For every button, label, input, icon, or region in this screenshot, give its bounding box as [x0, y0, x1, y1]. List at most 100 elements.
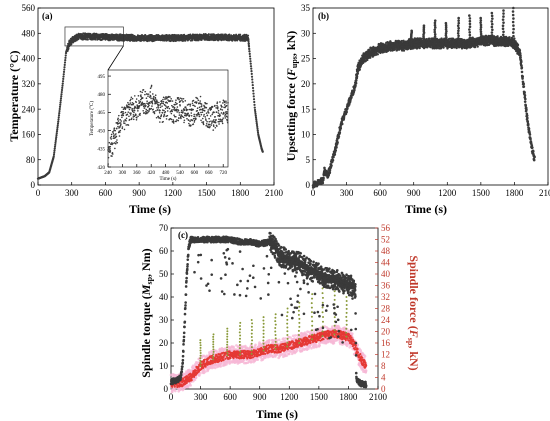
inset-series-point: [176, 111, 178, 113]
inset-series-point: [110, 133, 113, 136]
inset-series-point: [218, 118, 220, 121]
series-point-a: [248, 52, 251, 55]
inset-series-point: [215, 111, 218, 113]
y-axis-a-tick-label: 80: [26, 155, 36, 165]
series-point-a: [251, 84, 254, 87]
series-point-b: [529, 137, 532, 141]
inset-x-axis-tick-label: 300: [119, 171, 127, 176]
series-point-b: [525, 108, 528, 112]
series-point-a: [56, 126, 59, 129]
inset-series-point: [108, 141, 111, 144]
inset-series-point: [226, 121, 229, 124]
inset-series-point: [175, 120, 177, 123]
series-point-a: [253, 106, 256, 109]
inset-series-point: [130, 117, 133, 120]
inset-series-point: [181, 97, 183, 100]
inset-series-point: [175, 99, 177, 101]
series-point-a: [247, 34, 250, 37]
x-axis-a-tick-label: 0: [36, 188, 41, 198]
series-point-a: [249, 60, 252, 63]
inset-series-point: [159, 117, 162, 120]
inset-series-point: [125, 117, 128, 120]
y-axis-b-tick-label: 25: [301, 54, 311, 64]
inset-series-point: [187, 119, 190, 122]
series-point-b: [523, 100, 527, 103]
inset-series-point: [127, 111, 130, 113]
inset-series-point: [193, 115, 196, 118]
y-axis-b-tick-label: 30: [301, 28, 311, 38]
inset-series-point: [203, 113, 205, 116]
series-point-a: [64, 54, 67, 57]
inset-series-point: [173, 106, 176, 109]
inset-series-point: [154, 94, 157, 97]
inset-series-point: [157, 115, 160, 118]
series-point-b: [473, 45, 477, 49]
inset-series-point: [166, 110, 169, 112]
inset-series-point: [156, 106, 158, 109]
inset-series-point: [160, 114, 163, 116]
series-point-a: [249, 62, 252, 65]
inset-series-point: [209, 125, 211, 128]
inset-series-point: [158, 101, 160, 104]
series-point-a: [57, 120, 60, 123]
inset-series-point: [123, 128, 126, 131]
inset-series-point: [224, 115, 226, 117]
inset-series-point: [122, 114, 125, 117]
inset-series-point: [199, 100, 201, 102]
inset-series-point: [156, 100, 158, 103]
inset-series-point: [131, 97, 134, 100]
inset-series-point: [109, 145, 112, 148]
y-axis-title-a: Temperature (°C): [7, 50, 21, 141]
inset-series-point: [204, 116, 207, 118]
inset-series-point: [217, 112, 220, 114]
series-point-a: [54, 137, 58, 141]
inset-series-point: [155, 116, 158, 119]
inset-series-point: [174, 103, 176, 106]
series-point-a: [60, 95, 63, 98]
inset-series-point: [136, 116, 138, 119]
inset-series-point: [146, 93, 149, 95]
inset-series-point: [202, 107, 204, 110]
inset-series-point: [124, 122, 126, 125]
inset-series-point: [135, 114, 137, 116]
series-point-a: [253, 108, 257, 112]
inset-series-point: [186, 117, 188, 120]
series-point-a: [247, 42, 250, 45]
inset-series-point: [149, 91, 152, 93]
series-point-b: [354, 81, 357, 85]
inset-series-point: [180, 117, 182, 120]
series-point-b: [345, 110, 348, 114]
series-point-a: [252, 98, 256, 101]
series-point-b: [358, 68, 361, 71]
inset-series-point: [171, 100, 174, 102]
inset-series-point: [175, 115, 177, 118]
series-point-b: [406, 43, 409, 46]
inset-series-point: [169, 96, 171, 98]
inset-series-point: [107, 156, 110, 159]
inset-series-point: [152, 108, 154, 111]
inset-series-point: [191, 119, 194, 122]
inset-series-point: [133, 109, 136, 112]
inset-series-point: [162, 102, 165, 105]
inset-series-point: [209, 123, 211, 126]
inset-series-point: [199, 108, 202, 111]
series-point-b: [353, 88, 356, 92]
x-axis-b-tick-label: 300: [340, 188, 354, 198]
x-axis-b-tick-label: 2100: [539, 188, 550, 198]
x-axis-b-tick-label: 600: [373, 188, 387, 198]
inset-series-point: [216, 107, 219, 110]
series-point-a: [58, 109, 61, 113]
inset-series-point: [196, 109, 199, 112]
y-axis-a-tick-label: 560: [22, 3, 36, 13]
inset-series-point: [216, 101, 219, 103]
series-point-b: [338, 131, 342, 134]
inset-series-point: [161, 105, 163, 107]
inset-series-point: [126, 113, 129, 116]
series-point-a: [256, 129, 259, 132]
inset-series-point: [187, 108, 189, 111]
inset-series-point: [166, 114, 169, 117]
inset-series-point: [211, 106, 214, 108]
inset-series-point: [133, 111, 135, 114]
inset-series-point: [157, 106, 160, 109]
inset-series-point: [137, 94, 140, 97]
